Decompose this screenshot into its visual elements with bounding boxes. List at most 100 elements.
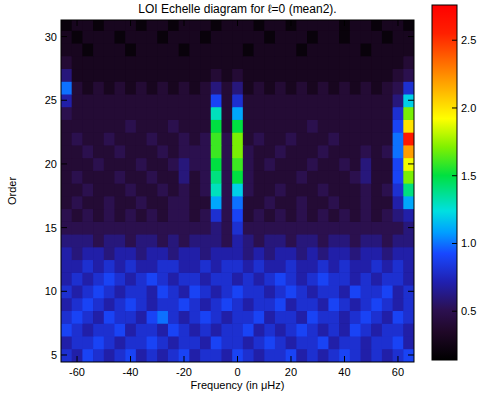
- cell: [339, 20, 350, 31]
- cell: [136, 20, 147, 31]
- x-tick-label: 0: [234, 366, 240, 378]
- cell: [232, 272, 243, 285]
- cell: [104, 56, 115, 69]
- cell: [339, 56, 350, 69]
- cell: [114, 107, 125, 120]
- cell: [125, 119, 136, 132]
- cell: [72, 234, 83, 247]
- cell: [179, 107, 190, 120]
- cell: [243, 20, 254, 31]
- cell: [61, 145, 72, 158]
- cell: [275, 43, 286, 56]
- cell: [371, 158, 382, 171]
- cell: [264, 119, 275, 132]
- cell: [114, 310, 125, 323]
- cell: [254, 349, 265, 362]
- cell: [382, 259, 393, 272]
- cell: [286, 145, 297, 158]
- cell: [243, 209, 254, 222]
- cell: [350, 196, 361, 209]
- cell: [114, 349, 125, 362]
- cell: [93, 209, 104, 222]
- cell: [114, 234, 125, 247]
- cell: [232, 170, 243, 183]
- cell: [147, 94, 158, 107]
- cell: [211, 259, 222, 272]
- cell: [264, 183, 275, 196]
- y-tick-label: 15: [45, 222, 57, 234]
- cell: [104, 94, 115, 107]
- cell: [350, 234, 361, 247]
- cell: [296, 145, 307, 158]
- cell: [93, 81, 104, 94]
- cell: [104, 209, 115, 222]
- cell: [211, 310, 222, 323]
- cell: [286, 107, 297, 120]
- cell: [179, 323, 190, 336]
- cell: [296, 20, 307, 31]
- cell: [361, 81, 372, 94]
- cell: [189, 310, 200, 323]
- cell: [243, 170, 254, 183]
- cell: [232, 107, 243, 120]
- cell: [403, 107, 414, 120]
- y-tick-label: 20: [45, 158, 57, 170]
- cell: [296, 183, 307, 196]
- cell: [264, 158, 275, 171]
- cell: [136, 221, 147, 234]
- cell: [403, 272, 414, 285]
- cell: [147, 132, 158, 145]
- cell: [350, 259, 361, 272]
- cell: [61, 119, 72, 132]
- cell: [114, 43, 125, 56]
- cell: [232, 221, 243, 234]
- cell: [189, 209, 200, 222]
- cell: [125, 221, 136, 234]
- cell: [393, 234, 404, 247]
- cell: [264, 234, 275, 247]
- cell: [221, 196, 232, 209]
- cell: [361, 68, 372, 81]
- cell: [114, 81, 125, 94]
- cell: [403, 323, 414, 336]
- cell: [147, 81, 158, 94]
- cell: [82, 132, 93, 145]
- cell: [350, 298, 361, 311]
- cell: [393, 221, 404, 234]
- cell: [382, 94, 393, 107]
- cell: [189, 234, 200, 247]
- cell: [147, 272, 158, 285]
- cell: [157, 158, 168, 171]
- cell: [157, 68, 168, 81]
- cell: [232, 285, 243, 298]
- cell: [200, 183, 211, 196]
- cell: [382, 196, 393, 209]
- y-axis-title: Order: [6, 177, 18, 205]
- cell: [61, 272, 72, 285]
- cell: [200, 43, 211, 56]
- cell: [168, 272, 179, 285]
- cell: [82, 158, 93, 171]
- cell: [157, 349, 168, 362]
- cell: [371, 68, 382, 81]
- cell: [200, 30, 211, 43]
- cell: [328, 234, 339, 247]
- cell: [147, 234, 158, 247]
- cell: [403, 221, 414, 234]
- cell: [232, 20, 243, 31]
- cell: [393, 209, 404, 222]
- cell: [403, 349, 414, 362]
- cell: [318, 234, 329, 247]
- cell: [93, 94, 104, 107]
- cell: [403, 30, 414, 43]
- cell: [286, 349, 297, 362]
- cell: [189, 119, 200, 132]
- cell: [339, 310, 350, 323]
- cell: [221, 259, 232, 272]
- cell: [307, 323, 318, 336]
- cell: [382, 170, 393, 183]
- cell: [275, 259, 286, 272]
- cell: [361, 349, 372, 362]
- cell: [243, 221, 254, 234]
- cell: [157, 310, 168, 323]
